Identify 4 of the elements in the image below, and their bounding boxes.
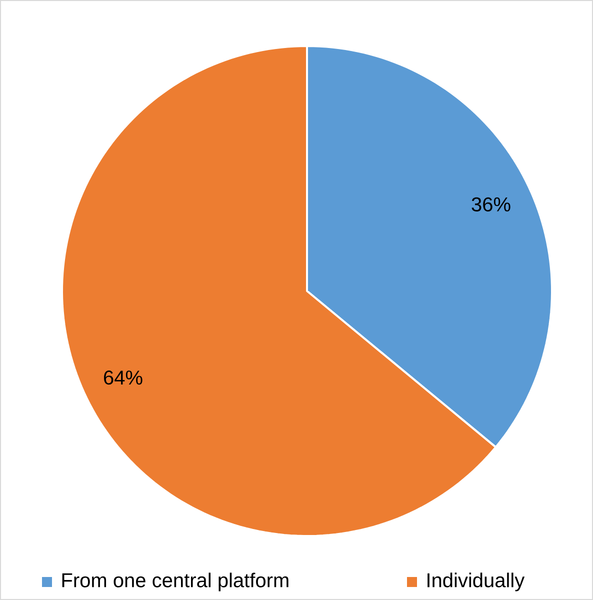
data-label: 64% — [104, 370, 142, 385]
legend-label: Individually — [428, 572, 525, 592]
legend-label: From one central platform — [62, 572, 288, 592]
data-label: 36% — [472, 197, 510, 212]
